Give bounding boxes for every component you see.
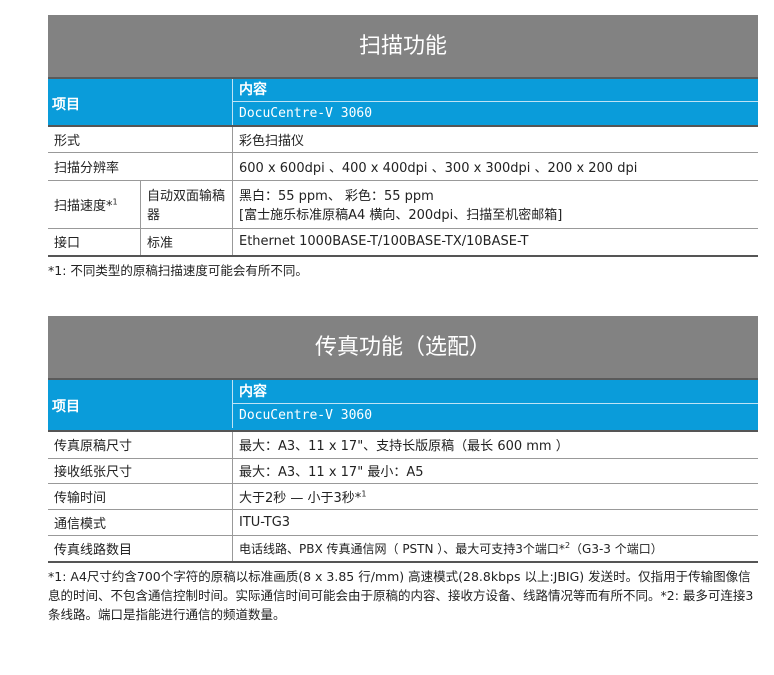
row-value: 彩色扫描仪 xyxy=(232,127,758,153)
header-model: DocuCentre-V 3060 xyxy=(232,102,758,125)
row-sublabel: 自动双面输稿器 xyxy=(140,180,233,229)
fax-table: 传真原稿尺寸 最大：A3、11 x 17"、支持长版原稿（最长 600 mm ） … xyxy=(48,432,758,563)
footnote-ref: 1 xyxy=(112,197,118,207)
footnote-ref: 1 xyxy=(361,489,367,499)
fax-section: 传真功能（选配） 项目 内容 DocuCentre-V 3060 传真原稿尺寸最… xyxy=(48,316,758,624)
section-title: 传真功能（选配） xyxy=(48,316,758,380)
row-value: 最大：A3、11 x 17" 最小：A5 xyxy=(232,458,758,484)
row-value: ITU-TG3 xyxy=(232,509,758,536)
header-item: 项目 xyxy=(52,399,80,415)
table-row: 扫描速度*1 自动双面输稿器 黑白：55 ppm、 彩色：55 ppm [富士施乐标准… xyxy=(48,180,758,229)
header-item: 项目 xyxy=(52,97,80,113)
table-row: 扫描分辨率 600 x 600dpi 、400 x 400dpi 、300 x 3… xyxy=(48,152,758,181)
table-header: 项目 内容 DocuCentre-V 3060 xyxy=(48,79,758,127)
row-sublabel: 标准 xyxy=(140,228,233,257)
footnote-ref: 2 xyxy=(564,540,571,550)
header-model: DocuCentre-V 3060 xyxy=(232,404,758,428)
header-content: 内容 xyxy=(232,380,758,404)
row-value: 大于2秒 — 小于3秒*1 xyxy=(232,483,758,510)
row-label: 传真线路数目 xyxy=(48,535,233,563)
table-row: 接收纸张尺寸 最大：A3、11 x 17" 最小：A5 xyxy=(48,458,758,484)
table-row: 接口 标准 Ethernet 1000BASE-T/100BASE-TX/10BAS… xyxy=(48,228,758,257)
value-text: 大于2秒 — 小于3秒* xyxy=(239,490,362,506)
row-value: 最大：A3、11 x 17"、支持长版原稿（最长 600 mm ） xyxy=(232,432,758,459)
table-row: 形式 彩色扫描仪 xyxy=(48,127,758,153)
row-label: 扫描分辨率 xyxy=(48,152,233,181)
row-label: 传输时间 xyxy=(48,483,233,510)
row-label: 扫描速度*1 xyxy=(48,180,141,229)
footnote: *1: A4尺寸约含700个字符的原稿以标准画质(8 x 3.85 行/mm) … xyxy=(48,569,754,622)
scan-table: 形式 彩色扫描仪 扫描分辨率 600 x 600dpi 、400 x 400dpi … xyxy=(48,127,758,257)
row-value: Ethernet 1000BASE-T/100BASE-TX/10BASE-T xyxy=(232,228,758,257)
row-label: 传真原稿尺寸 xyxy=(48,432,233,459)
header-content: 内容 xyxy=(232,79,758,102)
table-row: 传真线路数目 电话线路、PBX 传真通信网（ PSTN ）、最大可支持3个端口*2… xyxy=(48,535,758,563)
row-value: 600 x 600dpi 、400 x 400dpi 、300 x 300dpi… xyxy=(232,152,758,181)
footnote: *1: 不同类型的原稿扫描速度可能会有所不同。 xyxy=(48,263,308,278)
section-title: 扫描功能 xyxy=(48,15,758,79)
table-row: 传真原稿尺寸 最大：A3、11 x 17"、支持长版原稿（最长 600 mm ） xyxy=(48,432,758,459)
value-line: [富士施乐标准原稿A4 横向、200dpi、扫描至机密邮箱] xyxy=(239,208,563,223)
label-text: 扫描速度* xyxy=(54,198,113,214)
row-label: 形式 xyxy=(48,127,233,153)
row-label: 接口 xyxy=(48,228,141,257)
table-header: 项目 内容 DocuCentre-V 3060 xyxy=(48,380,758,432)
row-label: 通信模式 xyxy=(48,509,233,536)
row-value: 电话线路、PBX 传真通信网（ PSTN ）、最大可支持3个端口*2（G3-3 … xyxy=(232,535,758,563)
row-label: 接收纸张尺寸 xyxy=(48,458,233,484)
table-row: 通信模式 ITU-TG3 xyxy=(48,509,758,536)
value-line: 黑白：55 ppm、 彩色：55 ppm xyxy=(239,189,434,204)
row-value: 黑白：55 ppm、 彩色：55 ppm [富士施乐标准原稿A4 横向、200dp… xyxy=(232,180,758,229)
value-text: （G3-3 个端口） xyxy=(570,541,663,556)
table-row: 传输时间 大于2秒 — 小于3秒*1 xyxy=(48,483,758,510)
value-text: 电话线路、PBX 传真通信网（ PSTN ）、最大可支持3个端口* xyxy=(239,541,565,556)
scan-section: 扫描功能 项目 内容 DocuCentre-V 3060 形式 彩色扫描仪 扫描分… xyxy=(48,15,758,280)
